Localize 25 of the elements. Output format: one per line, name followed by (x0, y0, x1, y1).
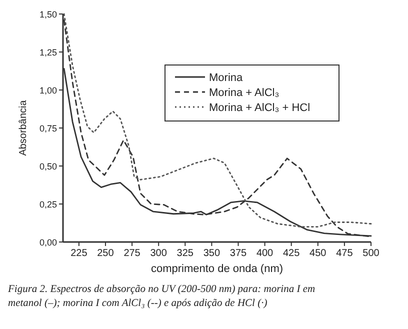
x-tick-label: 350 (203, 248, 220, 259)
y-tick-label: 1,25 (39, 48, 57, 58)
x-tick-label: 375 (230, 248, 248, 259)
text: Figura 2. Espectros de absorção no UV (200-500 nm) para: morina I em metanol (–); morina I com AlCl₃ (--) e após adição de HCl (·) (7, 284, 316, 309)
y-tick-label: 1,50 (39, 10, 57, 20)
x-tick-label: 275 (124, 248, 141, 259)
x-axis-title: comprimento de onda (nm) (150, 263, 284, 275)
legend-label: Morina + AlCl₃ (209, 87, 280, 99)
x-tick-label: 475 (336, 248, 354, 259)
x-tick-label: 500 (362, 248, 380, 259)
y-tick-label: 0,00 (39, 238, 57, 248)
x-tick-label: 450 (310, 248, 327, 259)
y-tick-label: 1,00 (39, 86, 57, 96)
x-tick-label: 325 (176, 248, 194, 259)
x-tick-label: 400 (256, 248, 274, 259)
x-tick-label: 225 (70, 248, 88, 259)
legend-label: Morina + AlCl₃ + HCl (209, 102, 310, 114)
y-tick-label: 0,75 (39, 124, 57, 134)
y-axis-title: Absorbância (18, 100, 29, 156)
y-tick-label: 0,25 (39, 200, 57, 210)
x-tick-label: 425 (283, 248, 300, 259)
legend-label: Morina (209, 72, 244, 84)
y-tick-label: 0,50 (39, 162, 57, 172)
x-tick-label: 300 (150, 248, 168, 259)
x-tick-label: 250 (97, 248, 114, 259)
